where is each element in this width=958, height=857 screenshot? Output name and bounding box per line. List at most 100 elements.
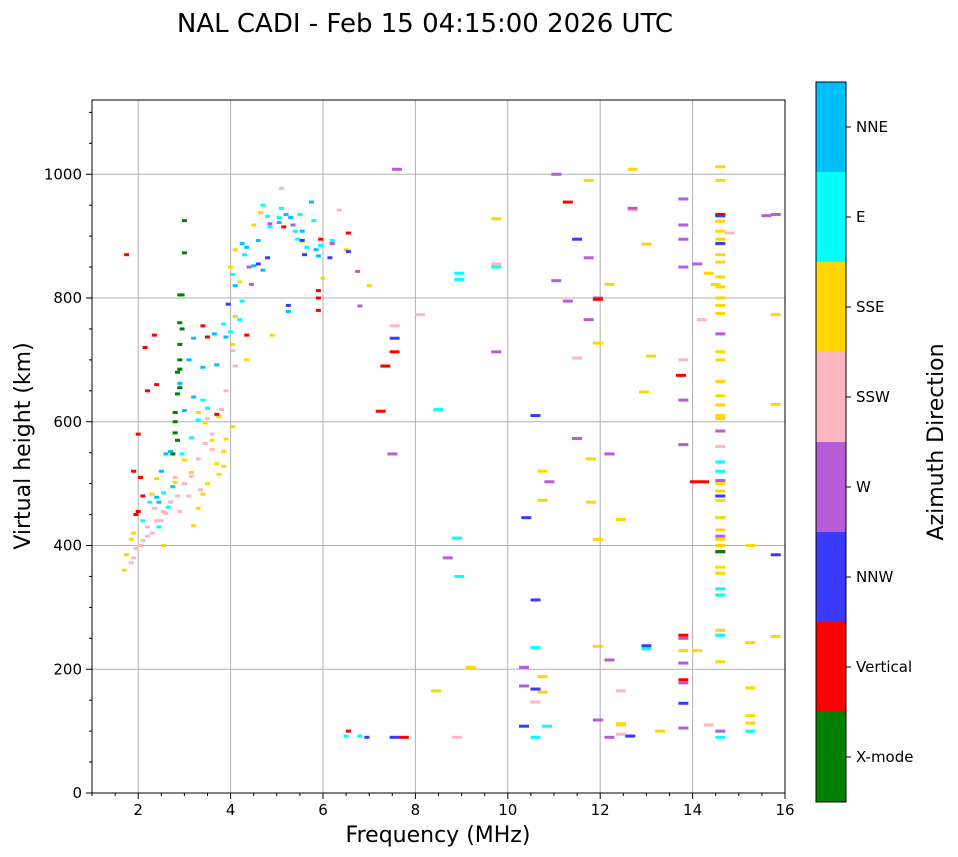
data-point-ssw [174, 494, 180, 498]
data-point-sse [770, 634, 781, 638]
data-point-e [200, 398, 206, 402]
data-point-vertical [678, 633, 689, 637]
data-point-w [715, 534, 726, 538]
data-point-e [156, 525, 162, 529]
data-point-ssw [186, 494, 192, 498]
data-point-sse [228, 265, 234, 269]
data-point-e [542, 724, 553, 728]
data-point-vertical [715, 212, 726, 216]
x-axis: 2 4 6 8 10 12 14 16 [91, 793, 795, 819]
data-point-nne [276, 221, 282, 225]
data-point-sse [715, 565, 726, 569]
data-point-w [391, 167, 402, 171]
data-point-vertical [131, 469, 137, 473]
colorbar: X-mode Vertical NNW W SSW SSE E NNE [815, 81, 913, 803]
data-point-vertical [154, 383, 160, 387]
data-point-sse [615, 518, 626, 522]
data-point-sse [715, 403, 726, 407]
data-point-nne [244, 245, 250, 249]
data-point-e [188, 436, 194, 440]
data-point-w [290, 223, 296, 227]
data-point-nne [181, 409, 187, 413]
data-point-w [678, 237, 689, 241]
data-point-nne [186, 358, 192, 362]
data-point-nnw [345, 250, 351, 254]
data-point-vertical [375, 409, 386, 413]
data-point-sse [188, 470, 194, 474]
data-point-w [678, 197, 689, 201]
data-point-sse [244, 358, 250, 362]
data-point-sse [195, 506, 201, 510]
data-point-sse [745, 714, 756, 718]
data-point-sse [172, 480, 178, 484]
data-point-ssw [163, 511, 169, 515]
data-point-e [451, 536, 462, 540]
data-point-w [678, 398, 689, 402]
data-point-sse [715, 311, 726, 315]
data-point-sse [641, 242, 652, 246]
data-point-ssw [218, 407, 224, 411]
data-point-ssw [336, 208, 342, 212]
data-point-vertical [315, 296, 321, 300]
data-point-w [248, 282, 254, 286]
data-point-x-mode [715, 550, 726, 554]
data-point-sse [195, 410, 201, 414]
data-point-ssw [202, 441, 208, 445]
data-point-e [318, 243, 324, 247]
x-tick-label: 2 [133, 801, 143, 819]
colorbar-tick-label: SSE [856, 298, 885, 316]
data-point-e [530, 735, 541, 739]
data-point-sse [692, 649, 703, 653]
plot-background [92, 100, 785, 793]
data-point-sse [715, 516, 726, 520]
data-point-sse [214, 462, 220, 466]
data-point-ssw [615, 689, 626, 693]
data-point-w [678, 223, 689, 227]
x-tick-label: 10 [498, 801, 517, 819]
data-point-w [715, 479, 726, 483]
data-point-w [246, 265, 252, 269]
data-point-x-mode [172, 420, 178, 424]
data-point-ssw [172, 475, 178, 479]
data-point-ssw [154, 519, 160, 523]
data-point-ssw [678, 358, 689, 362]
data-point-sse [655, 729, 666, 733]
data-point-nne [232, 284, 238, 288]
data-point-sse [715, 350, 726, 354]
data-point-e [715, 735, 726, 739]
data-point-e [715, 469, 726, 473]
data-point-sse [639, 390, 650, 394]
data-point-vertical [315, 289, 321, 293]
data-point-sse [592, 644, 603, 648]
data-point-nnw [299, 238, 305, 242]
data-point-nne [191, 336, 197, 340]
data-point-vertical [151, 333, 157, 337]
data-point-nnw [364, 735, 370, 739]
data-point-nne [260, 268, 266, 272]
data-point-nne [255, 238, 261, 242]
data-point-sse [154, 477, 160, 481]
data-point-x-mode [181, 219, 187, 223]
x-tick-label: 4 [226, 801, 236, 819]
data-point-e [295, 237, 301, 241]
data-point-e [292, 229, 298, 233]
data-point-sse [715, 414, 726, 418]
data-point-e [179, 452, 185, 456]
data-point-nnw [770, 553, 781, 557]
data-point-w [355, 269, 361, 273]
data-point-x-mode [179, 327, 185, 331]
data-point-sse [715, 165, 726, 169]
data-point-sse [131, 531, 137, 535]
data-point-sse [627, 167, 638, 171]
data-point-e [304, 245, 310, 249]
colorbar-label: Azimuth Direction [924, 343, 949, 540]
data-point-ssw [140, 539, 146, 543]
data-point-ssw [530, 700, 541, 704]
data-point-sse [745, 544, 756, 547]
data-point-ssw [223, 389, 229, 393]
data-point-w [692, 262, 703, 266]
data-point-sse [230, 342, 236, 346]
data-point-sse [223, 437, 229, 441]
data-point-x-mode [172, 431, 178, 435]
data-point-sse [205, 482, 210, 486]
